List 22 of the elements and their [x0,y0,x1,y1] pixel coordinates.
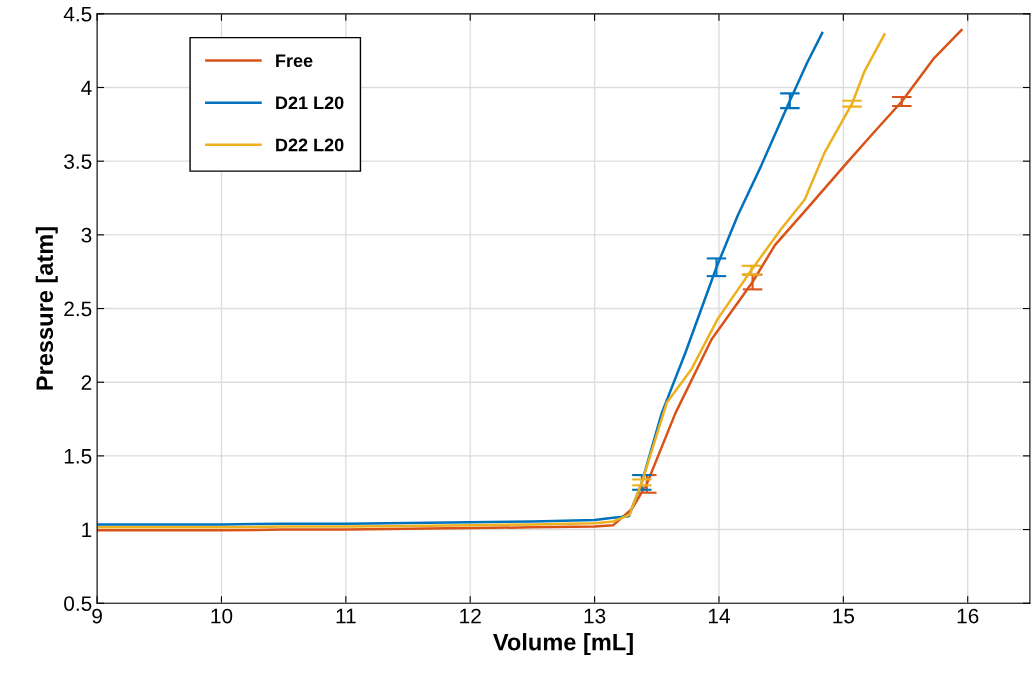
x-tick-label: 9 [92,608,102,624]
x-tick-label: 13 [584,608,606,624]
x-tick-label: 16 [957,608,979,624]
y-tick-label: 3.5 [64,154,92,169]
y-tick-label: 4.5 [63,7,92,22]
y-tick-label: 2 [81,375,92,390]
x-tick-label: 10 [211,608,233,624]
legend-label: Free [276,54,313,68]
y-tick-label: 3 [81,227,92,243]
y-tick-label: 1.5 [64,449,92,464]
x-tick-label: 11 [336,608,356,624]
y-tick-label: 1 [82,522,92,538]
x-axis-title: Volume [mL] [493,633,633,656]
x-tick-label: 15 [833,608,855,624]
y-axis-title: Pressure [atm] [35,227,58,390]
y-tick-label: 2.5 [64,301,92,317]
legend-label: D22 L20 [276,138,344,152]
x-tick-label: 12 [460,608,481,624]
y-tick-label: 4 [81,80,92,96]
y-tick-label: 0.5 [64,596,92,611]
x-tick-label: 14 [708,608,730,624]
legend-label: D21 L20 [276,96,344,110]
